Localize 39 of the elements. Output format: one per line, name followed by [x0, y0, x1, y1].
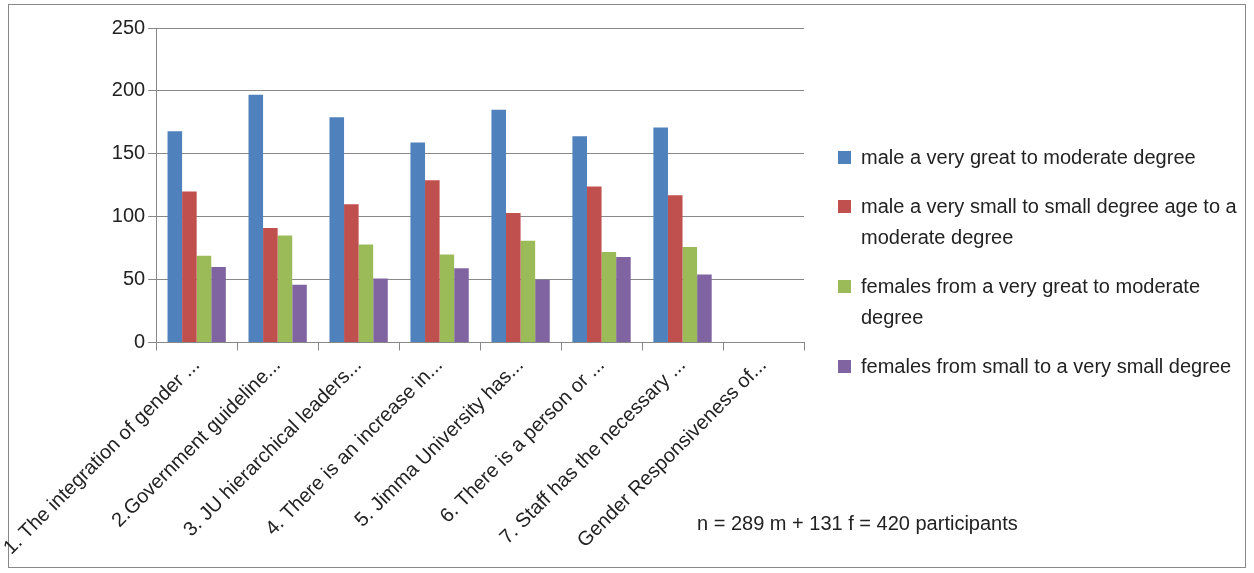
- bar: [491, 109, 507, 343]
- bar: [358, 244, 374, 343]
- y-tick-label: 250: [111, 15, 146, 38]
- bar: [248, 94, 264, 343]
- bar: [586, 186, 602, 343]
- bar: [344, 204, 359, 343]
- y-tick-label: 0: [134, 330, 146, 353]
- legend-label: females from small to a very small degree: [861, 354, 1232, 379]
- bar: [520, 240, 536, 343]
- bar: [667, 195, 683, 343]
- y-tick-label: 100: [111, 204, 146, 227]
- bar: [572, 136, 587, 343]
- bar: [196, 255, 212, 343]
- bar: [292, 284, 307, 343]
- bar: [182, 191, 197, 343]
- bar: [697, 274, 712, 343]
- bar: [682, 246, 698, 343]
- legend-label: male a very great to moderate degree: [861, 145, 1196, 170]
- bar: [167, 131, 183, 343]
- bar: [506, 212, 521, 343]
- y-tick-label: 200: [111, 78, 146, 101]
- legend-label: male a very small to small degree age to a moderate degree: [861, 194, 1238, 250]
- y-tick-label: 50: [122, 267, 146, 290]
- y-tick-label: 150: [111, 141, 146, 164]
- bar: [211, 267, 226, 343]
- bar: [373, 278, 388, 343]
- bar: [263, 228, 278, 343]
- bar: [616, 257, 631, 343]
- bar: [277, 235, 293, 343]
- bar: [601, 251, 617, 343]
- bar: [410, 142, 426, 343]
- bar: [439, 254, 455, 343]
- bar: [653, 127, 668, 343]
- bar: [329, 117, 345, 343]
- legend-label: females from a very great to moderate degree: [861, 274, 1202, 330]
- bar: [425, 180, 440, 343]
- bar: [454, 268, 469, 343]
- bar: [535, 279, 550, 343]
- text: n = 289 m + 131 f = 420 participants: [697, 512, 1018, 535]
